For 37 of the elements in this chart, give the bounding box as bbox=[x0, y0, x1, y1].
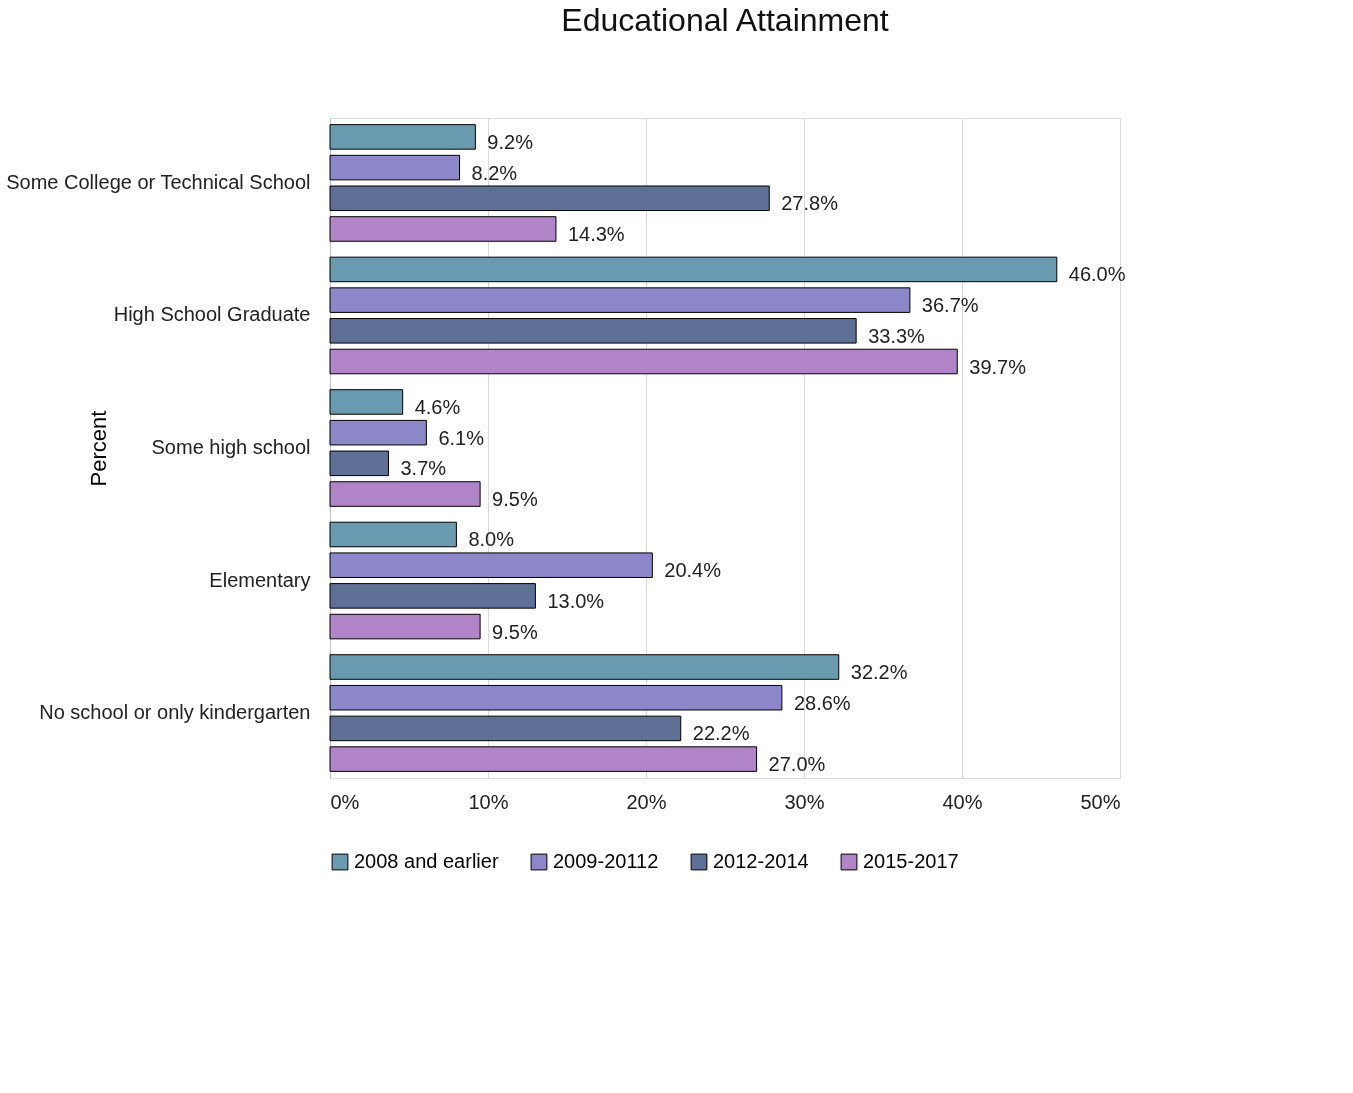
data-label: 8.0% bbox=[468, 528, 515, 551]
data-label: 46.0% bbox=[1068, 263, 1126, 286]
data-label: 4.6% bbox=[414, 395, 461, 418]
y-tick-label: Elementary bbox=[209, 568, 311, 591]
x-tick-label: 50% bbox=[1080, 790, 1121, 813]
data-label: 33.3% bbox=[868, 324, 926, 347]
data-label: 9.5% bbox=[492, 620, 538, 643]
data-label: 27.0% bbox=[768, 753, 826, 776]
y-tick-label: Some high school bbox=[151, 436, 311, 458]
legend-label: 2009-20112 bbox=[553, 850, 659, 872]
data-label: 20.4% bbox=[664, 559, 722, 582]
x-tick-label: 10% bbox=[468, 790, 509, 813]
data-label: 32.2% bbox=[850, 661, 908, 684]
data-label: 39.7% bbox=[969, 355, 1027, 378]
data-label: 27.8% bbox=[781, 192, 839, 215]
legend-label: 2008 and earlier bbox=[354, 850, 499, 872]
y-tick-label: Some College or Technical School bbox=[6, 170, 311, 193]
data-label: 22.2% bbox=[692, 722, 750, 745]
chart-title: Educational Attainment bbox=[561, 2, 889, 38]
x-tick-label: 0% bbox=[330, 790, 360, 813]
legend-label: 2015-2017 bbox=[863, 850, 959, 872]
data-label: 6.1% bbox=[438, 426, 485, 449]
y-tick-label: No school or only kindergarten bbox=[39, 701, 311, 724]
x-tick-label: 20% bbox=[626, 790, 667, 813]
data-label: 36.7% bbox=[921, 294, 979, 317]
data-label: 8.2% bbox=[471, 161, 518, 184]
legend-label: 2012-2014 bbox=[713, 850, 809, 872]
data-label: 13.0% bbox=[547, 589, 605, 612]
x-tick-label: 40% bbox=[942, 790, 983, 813]
x-tick-label: 30% bbox=[784, 790, 825, 813]
data-label: 28.6% bbox=[793, 691, 851, 714]
data-label: 9.5% bbox=[492, 488, 538, 511]
data-label: 3.7% bbox=[400, 457, 447, 480]
y-tick-label: High School Graduate bbox=[113, 303, 311, 326]
y-axis-title: Percent bbox=[85, 410, 111, 487]
data-label: 14.3% bbox=[567, 222, 625, 245]
data-label: 9.2% bbox=[487, 130, 534, 153]
